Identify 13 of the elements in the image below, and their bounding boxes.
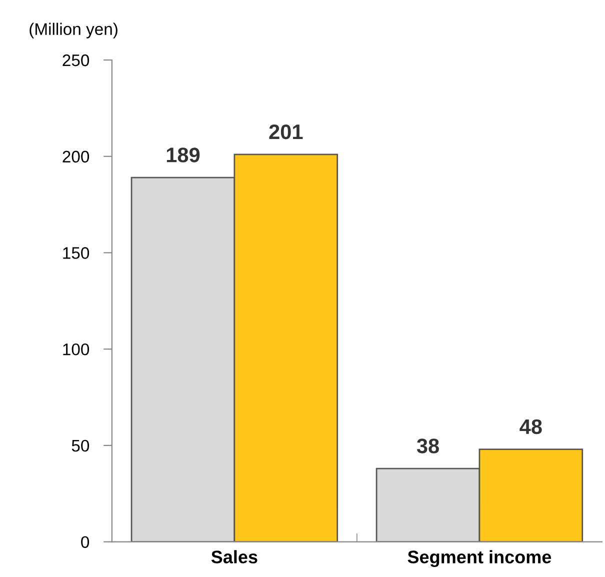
- y-tick-label: 0: [81, 536, 90, 548]
- data-label: 48: [520, 419, 542, 434]
- y-tick-label: 200: [62, 150, 90, 163]
- y-axis-title: (Million yen): [30, 22, 118, 38]
- y-tick-label: 50: [72, 440, 90, 452]
- data-label: 189: [166, 148, 200, 162]
- data-label: 201: [269, 124, 303, 140]
- y-tick-label: 100: [63, 343, 90, 356]
- y-tick-label: 150: [63, 247, 90, 259]
- x-tick-label: Sales: [211, 550, 258, 564]
- y-tick-label: 250: [62, 54, 90, 66]
- x-tick-label: Segment income: [408, 550, 552, 568]
- data-label: 38: [416, 438, 439, 454]
